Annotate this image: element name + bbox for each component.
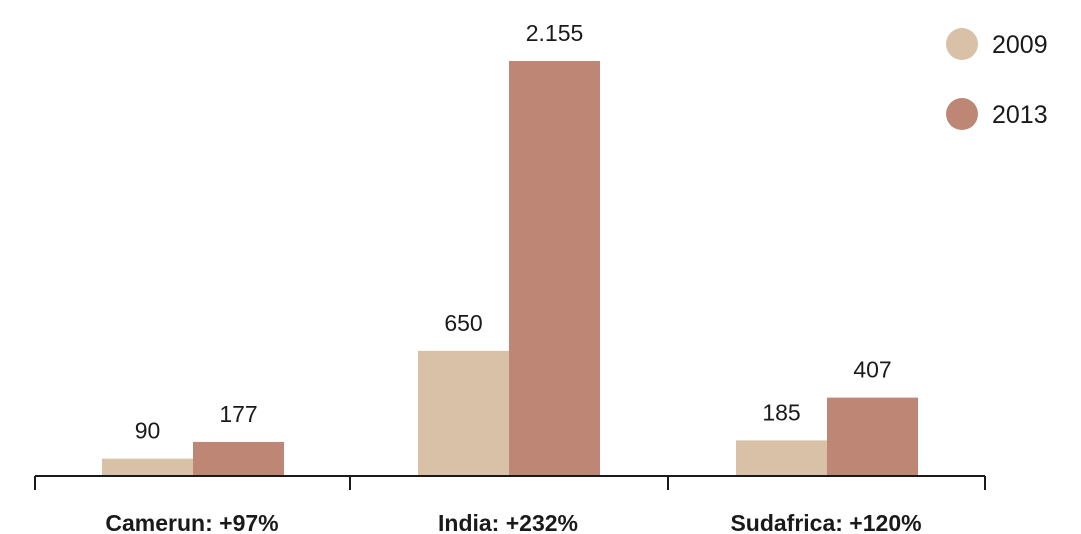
category-label-camerun: Camerun: +97% <box>105 510 278 534</box>
value-label-camerun-2013: 177 <box>219 401 257 427</box>
bar-sudafrica-2013 <box>827 397 918 476</box>
legend-swatch-2009 <box>946 28 978 60</box>
category-labels-layer: Camerun: +97% India: +232% Sudafrica: +120… <box>105 510 921 534</box>
value-label-camerun-2009: 90 <box>135 418 161 444</box>
legend-label-2013: 2013 <box>992 101 1048 129</box>
value-labels-layer: 90 177 650 2.155 185 407 <box>135 20 892 444</box>
legend-label-2009: 2009 <box>992 31 1048 59</box>
value-label-india-2009: 650 <box>444 310 482 336</box>
bar-camerun-2009 <box>102 458 193 476</box>
category-label-india: India: +232% <box>438 510 578 534</box>
x-axis <box>34 475 986 490</box>
bar-india-2009 <box>418 350 509 476</box>
bar-camerun-2013 <box>193 441 284 476</box>
legend-swatch-2013 <box>946 98 978 130</box>
value-label-sudafrica-2013: 407 <box>853 357 891 383</box>
bar-sudafrica-2009 <box>736 440 827 476</box>
bars-layer <box>102 61 918 476</box>
value-label-sudafrica-2009: 185 <box>762 399 800 425</box>
bar-india-2013 <box>509 61 600 476</box>
category-label-sudafrica: Sudafrica: +120% <box>730 510 921 534</box>
legend: 2009 2013 <box>946 28 1048 130</box>
value-label-india-2013: 2.155 <box>526 20 584 46</box>
